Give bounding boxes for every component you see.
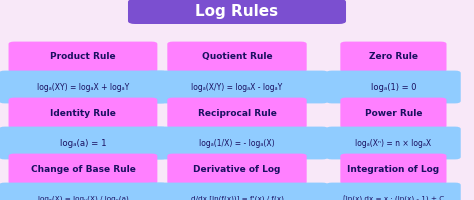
Text: Identity Rule: Identity Rule (50, 108, 116, 117)
Text: Reciprocal Rule: Reciprocal Rule (198, 108, 276, 117)
Text: Product Rule: Product Rule (50, 52, 116, 61)
Text: Power Rule: Power Rule (365, 108, 422, 117)
FancyBboxPatch shape (167, 154, 307, 184)
FancyBboxPatch shape (146, 127, 328, 159)
Text: logₐ(a) = 1: logₐ(a) = 1 (60, 138, 106, 148)
Text: Change of Base Rule: Change of Base Rule (30, 164, 136, 173)
Text: d/dx [ln(f(x))] = f'(x) / f(x): d/dx [ln(f(x))] = f'(x) / f(x) (191, 196, 283, 200)
FancyBboxPatch shape (167, 98, 307, 128)
Text: logₐ(Xⁿ) = n × logₐX: logₐ(Xⁿ) = n × logₐX (356, 138, 431, 148)
FancyBboxPatch shape (9, 98, 157, 128)
Text: Log Rules: Log Rules (195, 4, 279, 19)
FancyBboxPatch shape (0, 127, 167, 159)
FancyBboxPatch shape (326, 127, 461, 159)
Text: ∫ln(x) dx = x · (ln(x) - 1) + C: ∫ln(x) dx = x · (ln(x) - 1) + C (342, 195, 445, 200)
FancyBboxPatch shape (9, 42, 157, 72)
Text: logₐ(X/Y) = logₐX - logₐY: logₐ(X/Y) = logₐX - logₐY (191, 83, 283, 92)
Text: Integration of Log: Integration of Log (347, 164, 439, 173)
Text: logₐ(1/X) = - logₐ(X): logₐ(1/X) = - logₐ(X) (199, 138, 275, 148)
FancyBboxPatch shape (146, 71, 328, 103)
FancyBboxPatch shape (0, 183, 167, 200)
Text: Derivative of Log: Derivative of Log (193, 164, 281, 173)
FancyBboxPatch shape (340, 154, 447, 184)
FancyBboxPatch shape (326, 71, 461, 103)
FancyBboxPatch shape (146, 183, 328, 200)
Text: logₐ(XY) = logₐX + logₐY: logₐ(XY) = logₐX + logₐY (37, 83, 129, 92)
FancyBboxPatch shape (9, 154, 157, 184)
FancyBboxPatch shape (167, 42, 307, 72)
FancyBboxPatch shape (0, 71, 167, 103)
Text: logₐ(1) = 0: logₐ(1) = 0 (371, 83, 416, 92)
Text: Quotient Rule: Quotient Rule (202, 52, 272, 61)
FancyBboxPatch shape (326, 183, 461, 200)
Text: Zero Rule: Zero Rule (369, 52, 418, 61)
FancyBboxPatch shape (340, 98, 447, 128)
FancyBboxPatch shape (340, 42, 447, 72)
Text: logₐ(X) = logᵥ(X) / logᵥ(a): logₐ(X) = logᵥ(X) / logᵥ(a) (37, 196, 128, 200)
FancyBboxPatch shape (128, 0, 346, 24)
